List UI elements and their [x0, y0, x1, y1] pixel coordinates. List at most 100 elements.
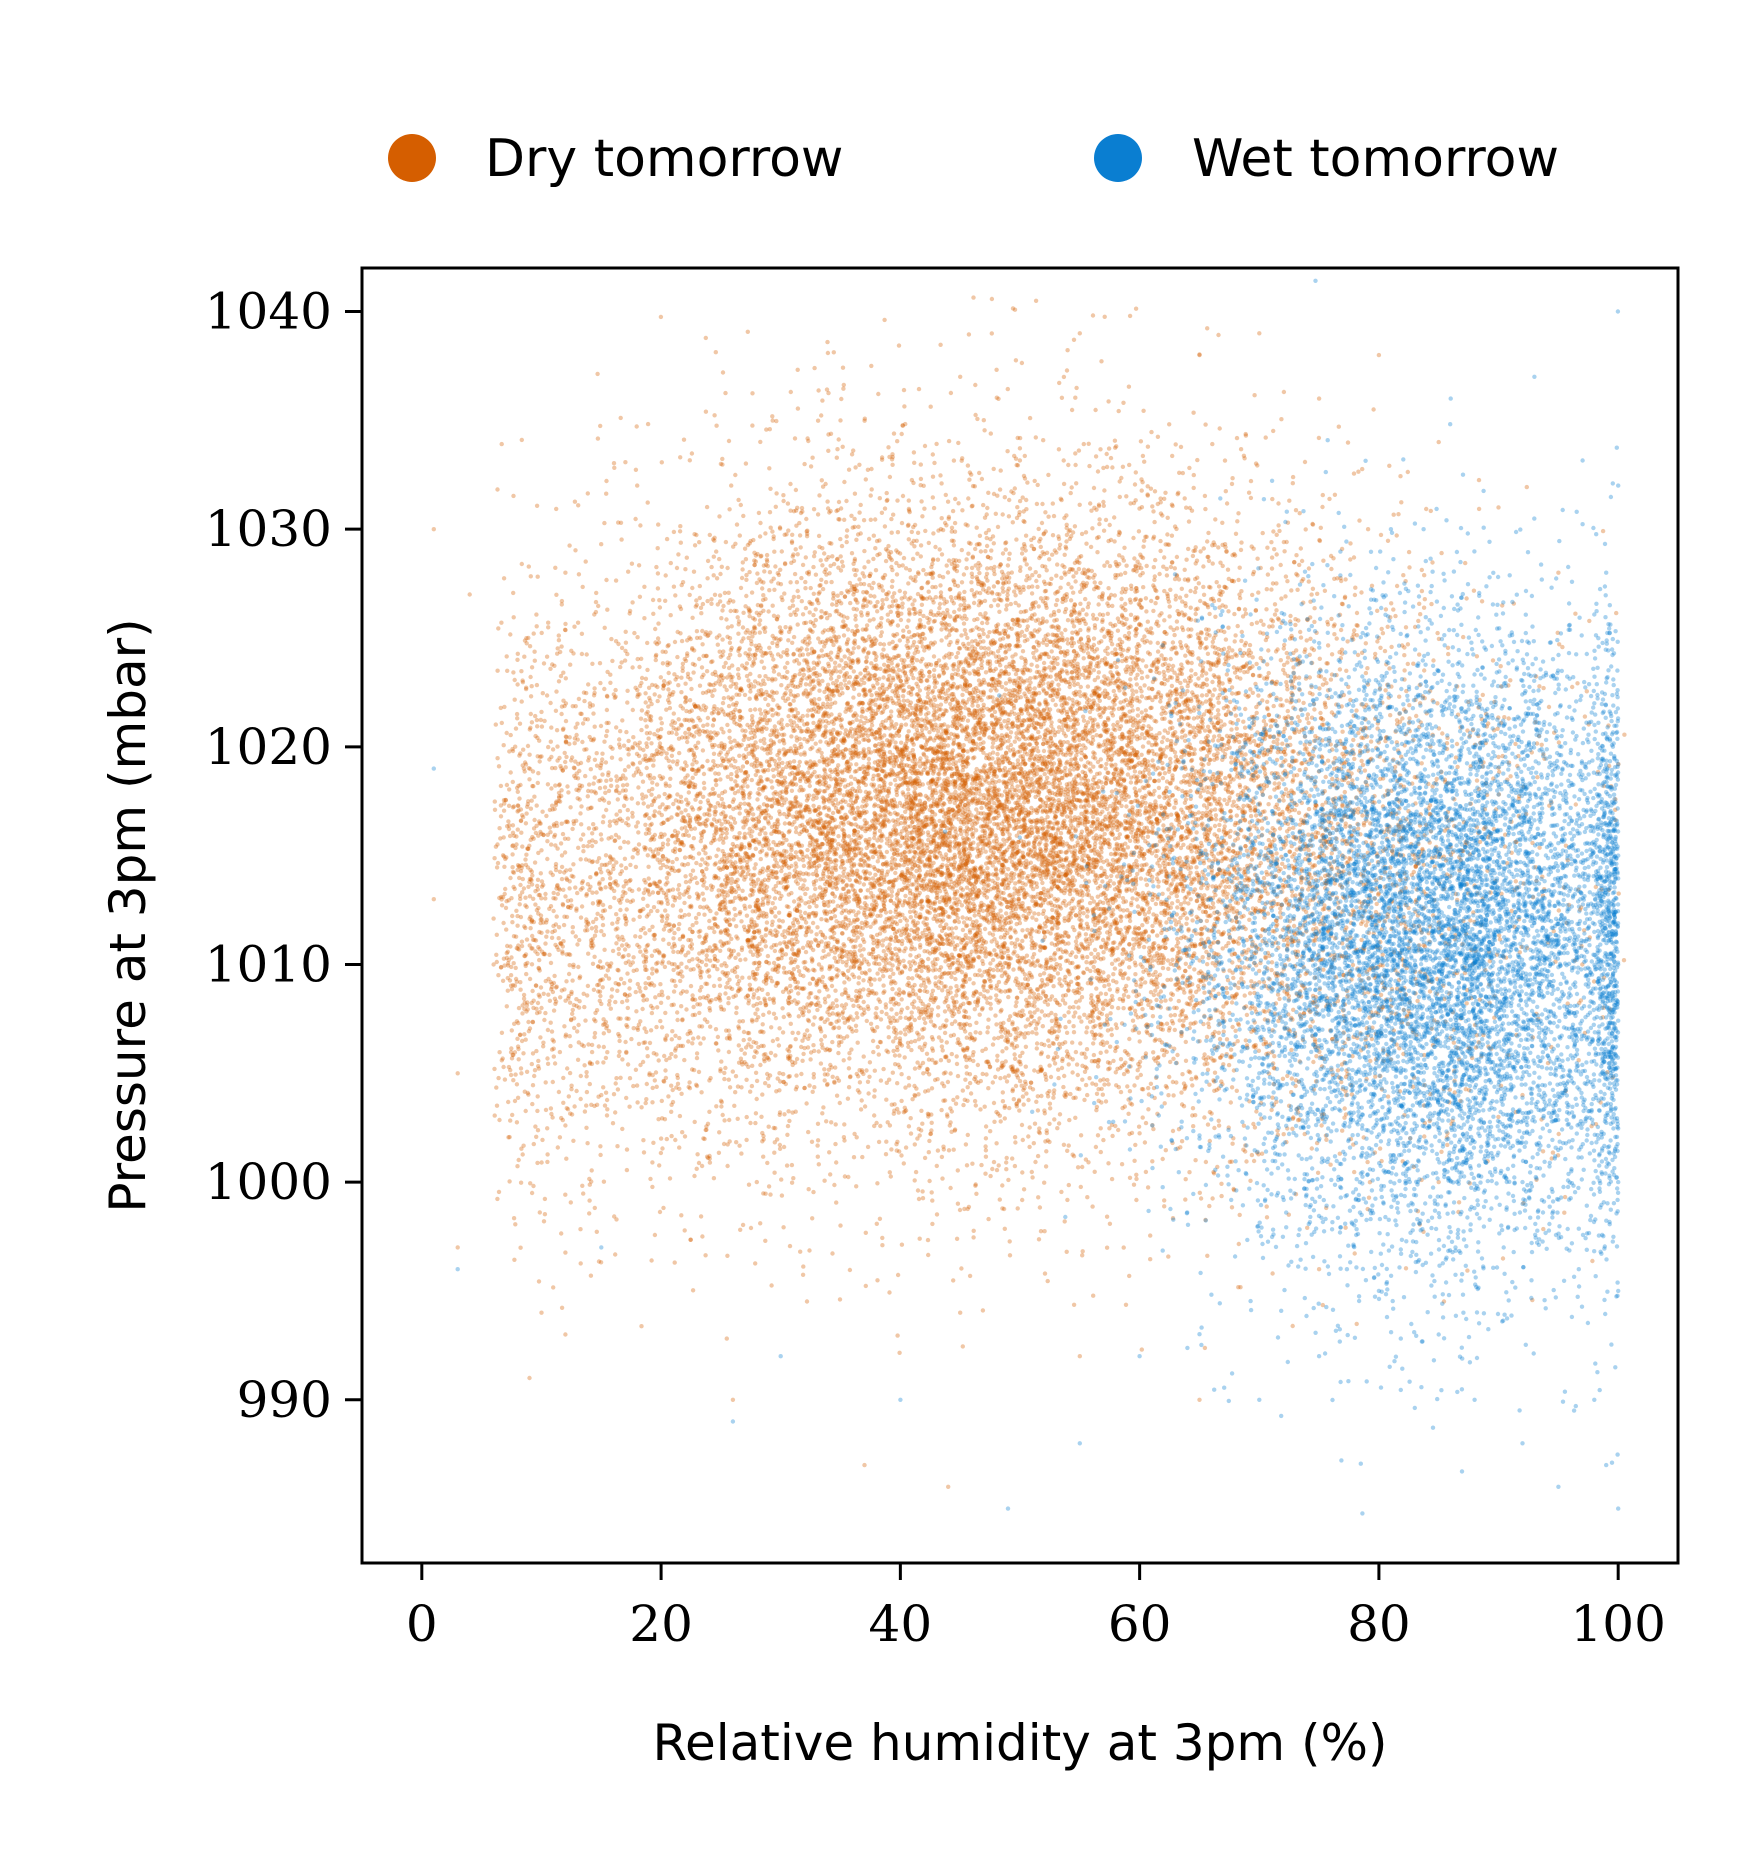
dry-point	[747, 904, 752, 909]
dry-point	[781, 965, 787, 971]
dry-point	[1417, 601, 1422, 606]
dry-point	[939, 1154, 945, 1160]
dry-point	[1034, 1099, 1039, 1105]
dry-point	[1006, 1073, 1011, 1078]
dry-point	[865, 1144, 871, 1150]
dry-point	[1080, 1063, 1085, 1069]
dry-point	[939, 638, 944, 643]
dry-point	[696, 1160, 702, 1166]
dry-point	[1303, 527, 1308, 532]
dry-point	[519, 699, 524, 704]
dry-point	[697, 656, 702, 662]
dry-point	[873, 568, 879, 573]
dry-point	[1212, 889, 1217, 894]
dry-point	[1513, 879, 1519, 884]
dry-point	[872, 835, 877, 841]
dry-point	[850, 972, 855, 977]
dry-point	[1002, 865, 1007, 870]
dry-point	[756, 905, 761, 911]
dry-point	[551, 1008, 557, 1013]
dry-point	[682, 855, 688, 860]
dry-point	[637, 760, 643, 765]
dry-point	[989, 548, 994, 553]
dry-point	[826, 994, 831, 999]
dry-point	[878, 1123, 883, 1129]
dry-point	[864, 820, 870, 825]
dry-point	[800, 858, 806, 863]
dry-point	[726, 1049, 732, 1055]
dry-point	[618, 845, 623, 850]
dry-point	[979, 824, 984, 829]
dry-point	[807, 610, 812, 615]
dry-point	[1073, 1010, 1078, 1015]
dry-point	[1091, 636, 1097, 641]
dry-point	[877, 758, 882, 764]
dry-point	[1052, 772, 1057, 778]
dry-point	[1141, 585, 1146, 590]
dry-point	[937, 835, 942, 840]
dry-point	[517, 753, 522, 758]
dry-point	[604, 733, 609, 739]
dry-point	[573, 934, 578, 939]
dry-point	[816, 856, 821, 861]
dry-point	[1094, 902, 1100, 907]
dry-point	[1118, 940, 1124, 945]
dry-point	[985, 1030, 990, 1035]
dry-point	[924, 726, 929, 731]
dry-point	[536, 892, 541, 898]
dry-point	[829, 1120, 834, 1125]
dry-point	[1407, 703, 1412, 708]
dry-point	[561, 922, 567, 928]
dry-point	[643, 700, 648, 705]
dry-point	[1075, 1086, 1080, 1091]
dry-point	[1101, 1137, 1106, 1143]
dry-point	[1234, 435, 1240, 441]
dry-point	[1109, 961, 1115, 966]
dry-point	[1269, 617, 1274, 622]
dry-point	[604, 577, 609, 583]
dry-point	[1313, 734, 1318, 739]
dry-point	[1085, 1015, 1090, 1020]
dry-point	[677, 847, 682, 853]
dry-point	[1005, 973, 1010, 978]
dry-point	[1247, 991, 1253, 996]
dry-point	[617, 737, 622, 742]
dry-point	[871, 1049, 876, 1055]
dry-point	[1203, 506, 1208, 512]
dry-point	[636, 830, 641, 835]
dry-point	[817, 544, 822, 550]
dry-point	[937, 818, 942, 824]
dry-point	[578, 915, 584, 920]
dry-point	[556, 936, 561, 941]
dry-point	[925, 795, 930, 800]
dry-point	[947, 899, 952, 904]
dry-point	[575, 776, 581, 781]
dry-point	[775, 752, 780, 758]
dry-point	[956, 1009, 962, 1015]
dry-point	[1022, 633, 1027, 639]
dry-point	[781, 498, 786, 504]
dry-point	[798, 886, 803, 891]
dry-point	[1396, 512, 1401, 517]
dry-point	[790, 603, 796, 608]
dry-point	[1123, 1302, 1129, 1308]
dry-point	[1107, 563, 1113, 569]
dry-point	[1170, 957, 1175, 962]
dry-point	[1186, 927, 1191, 932]
dry-point	[898, 1030, 903, 1035]
dry-point	[921, 673, 926, 678]
dry-point	[1014, 844, 1019, 849]
dry-point	[861, 999, 866, 1005]
dry-point	[1180, 599, 1185, 604]
dry-point	[920, 644, 925, 649]
dry-point	[877, 736, 883, 741]
dry-point	[654, 641, 660, 647]
dry-point	[1065, 1197, 1070, 1203]
dry-point	[802, 461, 807, 467]
dry-point	[1329, 566, 1334, 572]
dry-point	[906, 629, 912, 635]
dry-point	[800, 562, 806, 568]
dry-point	[901, 1161, 906, 1166]
dry-point	[679, 1091, 684, 1097]
dry-point	[565, 784, 570, 789]
